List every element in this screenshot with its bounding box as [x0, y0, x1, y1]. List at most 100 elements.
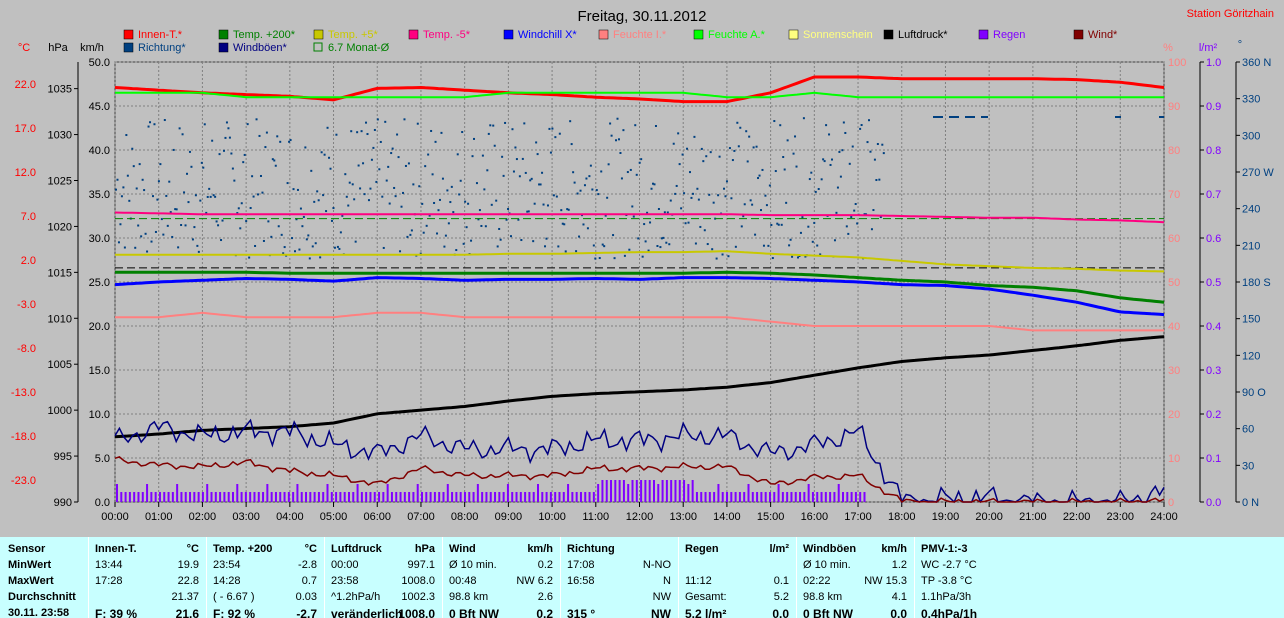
direction-point	[329, 167, 332, 170]
series-line	[114, 335, 1165, 439]
tick-time: 04:00	[276, 511, 304, 523]
direction-point	[742, 215, 745, 218]
tick-pct: 60	[1168, 233, 1180, 245]
rain-bar	[386, 484, 389, 502]
direction-point	[740, 225, 743, 228]
direction-point	[851, 145, 854, 148]
direction-point	[785, 201, 788, 204]
direction-point	[780, 223, 783, 226]
direction-point	[270, 235, 273, 238]
rain-bar	[743, 492, 746, 502]
direction-point	[473, 137, 476, 140]
table-cell-value: 1002.3	[401, 591, 435, 603]
legend-swatch	[408, 29, 419, 40]
rain-bar	[180, 492, 183, 502]
rain-bar	[811, 492, 814, 502]
tick-time: 05:00	[320, 511, 348, 523]
direction-point	[245, 220, 248, 223]
tick-lm2: 0.3	[1206, 365, 1221, 377]
direction-point	[536, 153, 539, 156]
tick-pct: 90	[1168, 101, 1180, 113]
direction-point	[730, 197, 733, 200]
rain-bar	[373, 492, 376, 502]
table-cell-label: 0 Bft NW	[449, 607, 499, 618]
direction-point	[822, 158, 825, 161]
table-col-title: PMV-1:-3	[921, 543, 968, 555]
direction-point	[567, 208, 570, 211]
direction-point	[872, 209, 875, 212]
direction-point	[336, 245, 339, 248]
tick-deg: 240	[1242, 204, 1260, 216]
direction-point	[842, 121, 845, 124]
direction-point	[616, 117, 619, 120]
direction-point	[831, 158, 834, 161]
direction-point	[117, 241, 120, 244]
table-cell-label: 00:00	[331, 559, 359, 571]
rain-bar	[133, 492, 136, 502]
direction-point	[302, 215, 305, 218]
table-cell-row: NW	[561, 591, 679, 607]
tick-kmh: 15.0	[89, 365, 110, 377]
direction-point	[370, 158, 373, 161]
rain-bar	[571, 492, 574, 502]
direction-point	[845, 225, 848, 228]
direction-point	[328, 156, 331, 159]
rain-bar	[330, 492, 333, 502]
direction-point	[255, 118, 258, 121]
direction-point	[782, 156, 785, 159]
legend-swatch	[788, 29, 799, 40]
tick-kmh: 45.0	[89, 101, 110, 113]
rain-bar	[545, 492, 548, 502]
direction-point	[833, 239, 836, 242]
table-cell-value: 19.9	[177, 559, 199, 571]
direction-point	[711, 248, 714, 251]
tick-deg: 60	[1242, 424, 1254, 436]
direction-point	[154, 230, 157, 233]
direction-point	[236, 212, 239, 215]
rain-bar	[562, 492, 565, 502]
rain-bar	[713, 492, 716, 502]
direction-point	[777, 223, 780, 226]
direction-point	[801, 216, 804, 219]
direction-point	[230, 152, 233, 155]
rain-bar	[846, 492, 849, 502]
direction-point	[768, 184, 771, 187]
direction-point	[464, 200, 467, 203]
direction-point	[265, 131, 268, 134]
tick-pct: 50	[1168, 277, 1180, 289]
direction-point	[202, 166, 205, 169]
table-cell-value: NW	[651, 607, 671, 618]
rain-bar	[116, 484, 118, 502]
direction-point	[279, 140, 282, 143]
series-line	[115, 250, 1164, 273]
direction-point	[838, 150, 841, 153]
direction-point	[381, 195, 384, 198]
direction-point	[867, 119, 870, 122]
direction-point	[511, 128, 514, 131]
rain-bar	[433, 492, 436, 502]
tick-pct: 40	[1168, 321, 1180, 333]
legend-label: Innen-T.*	[138, 29, 183, 41]
direction-point	[483, 188, 486, 191]
rain-bar	[171, 492, 174, 502]
direction-point	[541, 171, 544, 174]
table-cell-row: 315 ° NW	[561, 607, 679, 618]
tick-time: 20:00	[975, 511, 1003, 523]
rain-bar	[317, 492, 320, 502]
legend-swatch	[313, 29, 324, 40]
table-cell-label: 1.1hPa/3h	[921, 591, 972, 603]
direction-point	[441, 177, 444, 180]
direction-point	[533, 202, 536, 205]
direction-point	[561, 222, 564, 225]
direction-point	[187, 201, 190, 204]
direction-point	[882, 152, 885, 155]
direction-point	[669, 199, 672, 202]
direction-point	[552, 194, 555, 197]
table-cell-value: NW 15.3	[864, 575, 907, 587]
direction-point	[538, 183, 541, 186]
tick-time: 18:00	[888, 511, 916, 523]
direction-point	[459, 179, 462, 182]
direction-point	[629, 168, 632, 171]
rain-bar	[592, 492, 595, 502]
legend-swatch	[978, 29, 989, 40]
